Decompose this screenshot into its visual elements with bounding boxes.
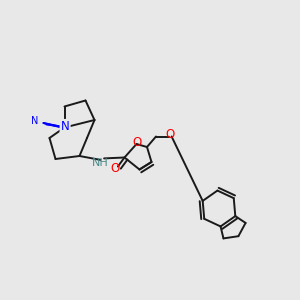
Text: NH: NH — [92, 158, 109, 169]
Text: N: N — [61, 120, 70, 133]
Text: N: N — [31, 116, 38, 127]
Text: N: N — [61, 122, 70, 136]
Text: O: O — [133, 136, 142, 149]
Text: O: O — [166, 128, 175, 142]
Text: O: O — [110, 161, 119, 175]
